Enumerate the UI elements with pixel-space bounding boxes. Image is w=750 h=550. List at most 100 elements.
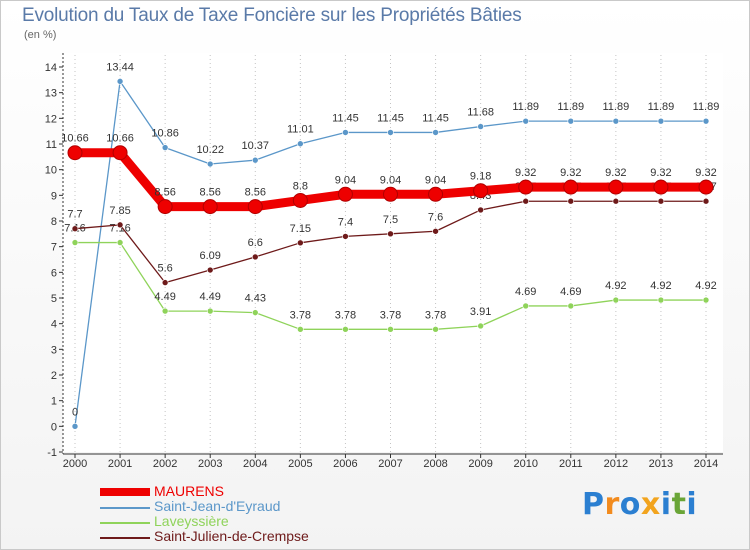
data-label: 6.6 xyxy=(248,237,263,249)
data-point xyxy=(157,199,173,215)
data-point xyxy=(71,225,79,232)
data-label: 11.01 xyxy=(287,124,314,136)
data-point xyxy=(522,117,530,125)
data-point xyxy=(387,129,394,136)
data-point xyxy=(206,307,214,315)
data-point xyxy=(247,199,263,215)
data-label: 0 xyxy=(72,406,78,418)
data-point xyxy=(297,326,304,333)
data-point xyxy=(67,145,83,161)
legend-label: MAURENS xyxy=(154,483,225,499)
plot-area xyxy=(63,53,723,452)
data-point xyxy=(428,186,444,202)
chart-title: Evolution du Taux de Taxe Foncière sur l… xyxy=(22,5,522,26)
y-tick-label: 12 xyxy=(45,113,57,125)
y-tick-label: 8 xyxy=(51,216,57,228)
logo-letter: x xyxy=(640,487,661,522)
x-tick-label: 2011 xyxy=(559,458,583,470)
data-label: 13.44 xyxy=(106,61,134,73)
data-point xyxy=(297,140,304,148)
data-point xyxy=(702,197,710,205)
data-point xyxy=(518,179,534,195)
data-label: 7.6 xyxy=(428,211,443,223)
data-point xyxy=(161,279,169,286)
x-tick-label: 2012 xyxy=(604,458,628,470)
data-point xyxy=(251,156,259,164)
data-point xyxy=(612,296,620,304)
data-label: 3.78 xyxy=(425,309,446,321)
data-point xyxy=(337,186,353,202)
x-tick-label: 2000 xyxy=(63,458,87,470)
data-label: 10.22 xyxy=(196,144,224,156)
data-label: 7.5 xyxy=(383,214,398,226)
data-point xyxy=(387,230,394,238)
data-label: 4.69 xyxy=(515,286,536,298)
data-label: 11.89 xyxy=(693,101,720,113)
x-tick-label: 2014 xyxy=(694,458,718,470)
x-tick-label: 2007 xyxy=(378,458,402,470)
y-tick-label: 7 xyxy=(51,242,57,254)
data-point xyxy=(71,423,79,430)
data-point xyxy=(432,326,439,333)
data-point xyxy=(477,123,484,130)
data-point xyxy=(202,199,218,215)
data-label: 10.66 xyxy=(61,133,89,145)
data-label: 4.92 xyxy=(605,280,626,292)
data-point xyxy=(112,145,128,161)
y-tick-label: 9 xyxy=(51,190,57,202)
legend-swatch xyxy=(100,537,150,539)
data-label: 8.56 xyxy=(154,187,175,199)
x-tick-label: 2001 xyxy=(108,458,132,470)
data-point xyxy=(432,227,439,235)
data-label: 9.18 xyxy=(470,171,491,183)
data-point xyxy=(563,179,579,195)
data-point xyxy=(522,302,530,310)
data-label: 7.7 xyxy=(67,209,82,221)
y-tick-label: 0 xyxy=(51,421,57,433)
data-point xyxy=(251,253,259,261)
data-label: 9.04 xyxy=(425,174,446,186)
data-point xyxy=(342,233,349,240)
data-label: 9.04 xyxy=(335,174,356,186)
data-point xyxy=(161,307,169,315)
data-label: 11.89 xyxy=(648,101,675,113)
data-point xyxy=(702,117,710,125)
data-label: 4.49 xyxy=(200,291,221,303)
x-tick-label: 2008 xyxy=(423,458,447,470)
x-tick-label: 2002 xyxy=(153,458,177,470)
legend-label: Saint-Jean-d'Eyraud xyxy=(154,498,281,514)
x-tick-label: 2004 xyxy=(243,458,267,470)
data-label: 9.32 xyxy=(560,167,581,179)
logo-letter: r xyxy=(604,487,620,522)
data-point xyxy=(432,129,439,136)
data-label: 6.09 xyxy=(200,250,221,262)
y-tick-label: 6 xyxy=(51,267,57,279)
data-label: 11.89 xyxy=(602,101,629,113)
y-tick-label: 10 xyxy=(45,165,57,177)
data-point xyxy=(567,117,575,125)
y-tick-label: 4 xyxy=(51,319,57,331)
logo-letter: i xyxy=(660,487,672,522)
data-point xyxy=(116,221,124,229)
data-label: 4.92 xyxy=(650,280,671,292)
data-point xyxy=(567,197,575,205)
data-label: 3.91 xyxy=(470,306,491,318)
x-tick-label: 2009 xyxy=(468,458,492,470)
logo-letter: i xyxy=(686,487,698,522)
data-point xyxy=(206,266,214,274)
data-label: 11.89 xyxy=(512,101,539,113)
legend-label: Laveyssière xyxy=(154,513,229,529)
data-label: 9.32 xyxy=(650,167,671,179)
data-label: 4.49 xyxy=(154,291,175,303)
data-point xyxy=(161,144,169,151)
data-point xyxy=(116,239,124,246)
data-label: 8.56 xyxy=(245,187,266,199)
data-label: 11.68 xyxy=(467,107,494,119)
data-point xyxy=(383,186,398,202)
data-label: 9.04 xyxy=(380,174,401,186)
data-label: 9.32 xyxy=(515,167,536,179)
data-point xyxy=(251,309,259,316)
logo-letter: o xyxy=(619,487,641,522)
y-tick-label: 14 xyxy=(45,62,57,74)
